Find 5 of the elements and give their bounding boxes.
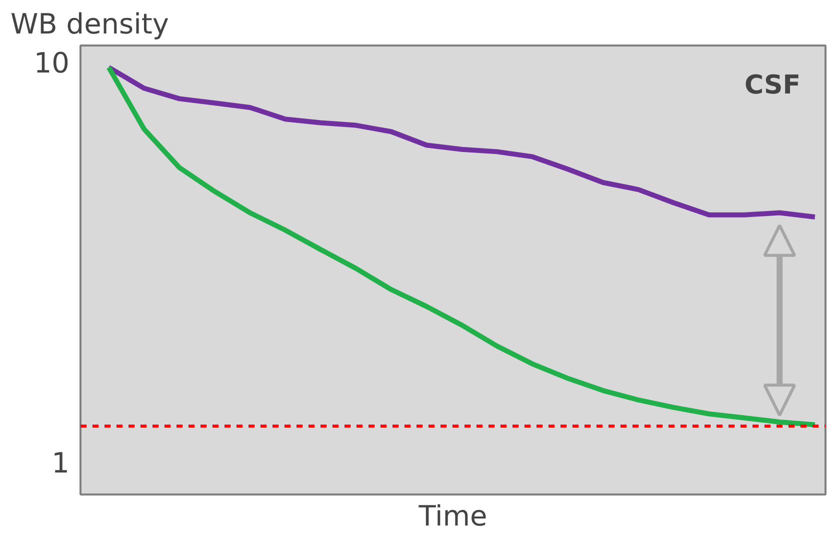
chart-title: WB density [10,8,169,40]
x-axis-title: Time [418,500,488,532]
annotation: CSF [744,70,801,100]
y-tick-label: 1 [52,446,70,480]
y-tick-label: 10 [34,46,70,80]
